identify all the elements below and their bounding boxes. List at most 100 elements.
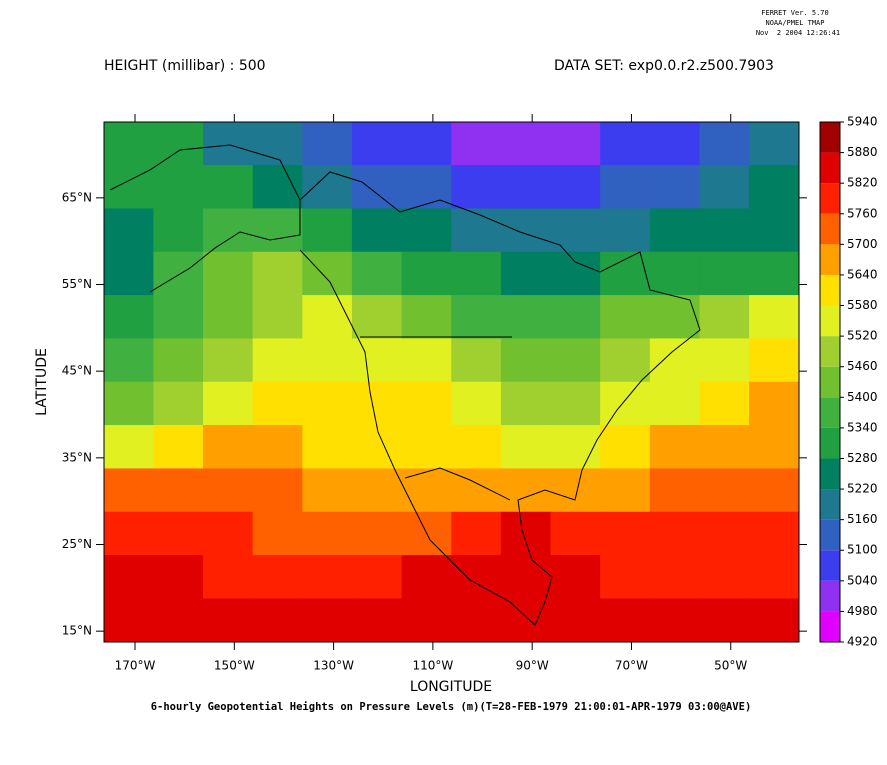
cell [500,555,552,599]
cell [649,295,700,339]
y-tick-label: 25°N [62,537,92,551]
cell [550,381,601,426]
cell [649,165,700,209]
cell [351,381,403,426]
cell [749,598,800,643]
cell [699,121,750,166]
colorbar-label: 5640 [847,267,878,281]
cell [203,468,254,513]
cell [401,165,452,209]
cell [252,295,303,339]
colorbar-label: 5700 [847,237,878,251]
cell [103,511,154,556]
field [103,121,800,643]
cell [252,511,303,556]
cell [103,208,154,253]
cell [103,425,154,469]
cell [153,208,204,253]
cell [600,381,651,426]
cell [203,381,254,426]
cell [302,121,353,166]
colorbar-swatch [820,274,840,306]
cell [252,555,303,599]
cell [500,511,552,556]
cell [500,121,552,166]
plot-frame [103,121,800,643]
cell [749,425,800,469]
cell [500,251,552,296]
cell [451,511,502,556]
colorbar-swatch [820,427,840,459]
cell [699,338,750,383]
colorbar-label: 5400 [847,390,878,404]
cell [103,295,154,339]
y-tick-label: 15°N [62,624,92,638]
cell [103,381,154,426]
cell [699,208,750,253]
cell [401,251,452,296]
cell [699,295,750,339]
y-tick-label: 65°N [62,190,92,204]
colorbar-swatch [820,152,840,184]
cell [103,468,154,513]
x-tick-label: 150°W [214,659,255,673]
colorbar-swatch [820,244,840,275]
cell [153,555,204,599]
cell [153,468,204,513]
colorbar-swatch [820,183,840,214]
cell [699,511,750,556]
stamp: NOAA/PMEL TMAP [765,19,824,27]
x-tick-label: 70°W [615,659,648,673]
colorbar-swatch [820,397,840,428]
cell [451,295,502,339]
cell [699,598,750,643]
cell [649,208,700,253]
cell [649,555,700,599]
cell [252,425,303,469]
cell [153,165,204,209]
cell [351,555,403,599]
cell [203,295,254,339]
cell [351,121,403,166]
colorbar-swatch [820,519,840,551]
cell [252,251,303,296]
cell [252,468,303,513]
cell [600,165,651,209]
cell [302,251,353,296]
cell [351,295,403,339]
cell [302,165,353,209]
colorbar-swatch [820,489,840,520]
cell [203,598,254,643]
cell [749,165,800,209]
cell [103,338,154,383]
title: HEIGHT (millibar) : 500 [104,58,266,74]
cell [451,555,502,599]
x-tick-label: 110°W [412,659,453,673]
cell [600,425,651,469]
cell [749,511,800,556]
cell [451,251,502,296]
colorbar-label: 5100 [847,543,878,557]
colorbar-label: 5520 [847,329,878,343]
cell [550,121,601,166]
cell [153,338,204,383]
cell [351,425,403,469]
colorbar-label: 4920 [847,635,878,649]
cell [153,251,204,296]
cell [203,121,254,166]
cell [203,338,254,383]
cell [550,251,601,296]
caption: 6-hourly Geopotential Heights on Pressur… [151,701,752,713]
cell [351,208,403,253]
colorbar-label: 5820 [847,176,878,190]
cell [401,555,452,599]
cell [302,338,353,383]
cell [252,338,303,383]
cell [550,598,601,643]
cell [302,511,353,556]
cell [351,598,403,643]
cell [252,208,303,253]
cell [749,208,800,253]
cell [500,381,552,426]
